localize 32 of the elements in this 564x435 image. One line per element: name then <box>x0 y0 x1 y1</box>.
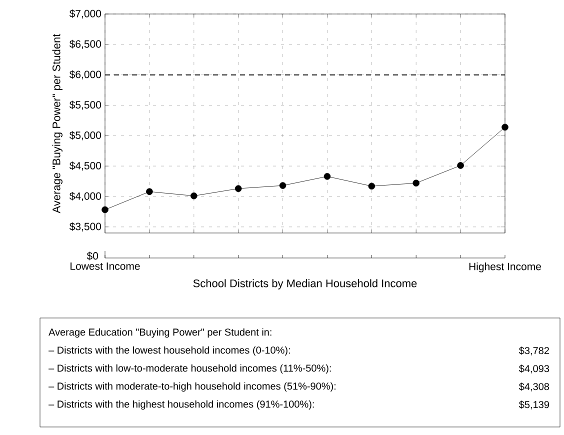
x-tick-label: Lowest Income <box>70 262 140 270</box>
point <box>412 180 420 187</box>
text: – Districts with the highest household incomes (91%-100%): <box>48 400 314 410</box>
y-tick-label: $3,500 <box>69 222 102 232</box>
point <box>324 173 331 180</box>
y-tick-label: $4,000 <box>69 192 102 202</box>
text: – Districts with moderate-to-high household incomes (51%-90%): <box>48 382 336 392</box>
text: $0 <box>86 252 98 260</box>
y-tick-label: $7,000 <box>69 9 102 19</box>
point <box>234 185 242 192</box>
text: $5,139 <box>518 400 549 410</box>
text: $4,093 <box>518 364 550 374</box>
text: Average Education "Buying Power" per Student in: <box>48 328 272 338</box>
point <box>457 162 464 169</box>
x-tick-label: Highest Income <box>469 262 541 272</box>
text: – Districts with low-to-moderate household incomes (11%-50%): <box>48 364 331 374</box>
point <box>146 188 153 196</box>
point <box>502 124 508 131</box>
x-axis-title: School Districts by Median Household Income <box>193 279 417 290</box>
y-tick-label: $6,000 <box>69 70 102 80</box>
point <box>190 192 198 200</box>
text: $3,782 <box>518 346 549 356</box>
y-tick-label: $5,500 <box>69 100 102 110</box>
point <box>368 182 376 190</box>
text: $4,308 <box>518 382 550 392</box>
point <box>102 206 108 214</box>
point <box>279 182 286 189</box>
y-tick-label: $5,000 <box>69 131 102 140</box>
text: – Districts with the lowest household incomes (0-10%): <box>48 346 290 356</box>
y-tick-label: $4,500 <box>69 162 102 171</box>
y-axis-title: Average "Buying Power" per Student <box>52 34 62 214</box>
y-tick-label: $6,500 <box>69 40 102 49</box>
